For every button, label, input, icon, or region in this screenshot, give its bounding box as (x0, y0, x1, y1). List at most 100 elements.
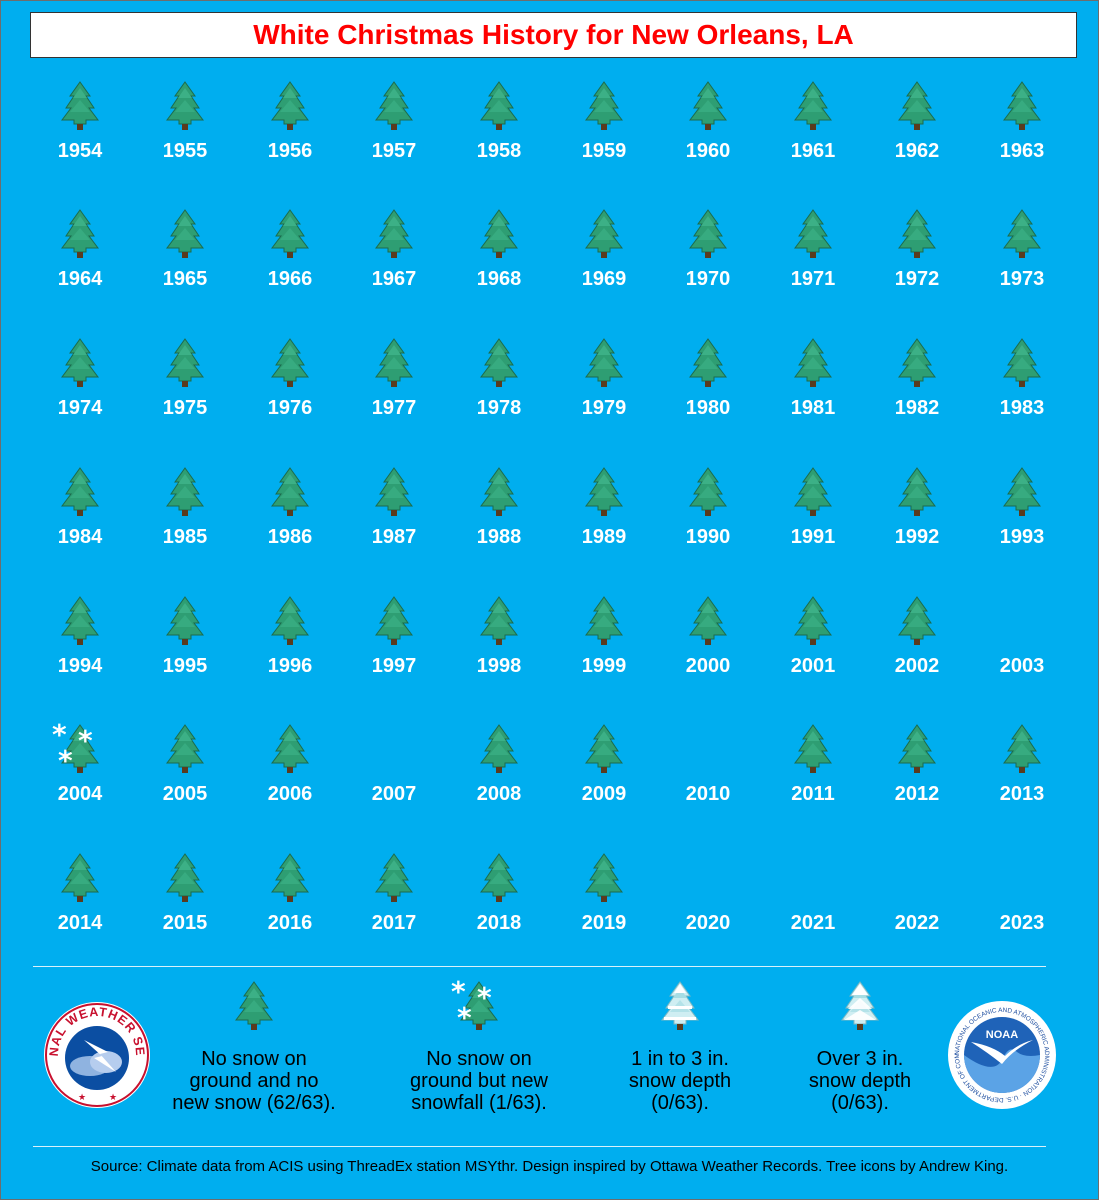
tree-icon (266, 595, 314, 649)
year-grid: 1954 1955 1956 1957 1958 1959 1960 1961 1962 1963… (32, 80, 1070, 952)
year-label: 1977 (371, 397, 417, 419)
year-cell: 2016 (242, 852, 338, 952)
year-label: 1981 (790, 397, 836, 419)
year-cell: 2003 (974, 595, 1070, 695)
year-cell: 1983 (974, 337, 1070, 437)
year-cell: 1969 (556, 208, 652, 308)
year-cell: 2002 (869, 595, 965, 695)
year-cell: 2019 (556, 852, 652, 952)
tree-icon (580, 466, 628, 520)
tree-icon (893, 80, 941, 134)
year-label: 1972 (894, 268, 940, 290)
tree-icon (580, 80, 628, 134)
year-cell: 1971 (765, 208, 861, 308)
year-label: 1956 (267, 140, 313, 162)
year-cell: 1957 (346, 80, 442, 180)
year-cell: 1984 (32, 466, 128, 566)
year-cell: 1982 (869, 337, 965, 437)
year-label: 1988 (476, 526, 522, 548)
tree-icon (161, 208, 209, 262)
year-cell: 1980 (660, 337, 756, 437)
year-label: 1976 (267, 397, 313, 419)
year-cell: 1960 (660, 80, 756, 180)
tree-icon (475, 80, 523, 134)
year-cell: 1962 (869, 80, 965, 180)
year-cell: 2005 (137, 723, 233, 823)
year-cell: 1996 (242, 595, 338, 695)
year-label: 2005 (162, 783, 208, 805)
year-cell: 1967 (346, 208, 442, 308)
year-label: 1962 (894, 140, 940, 162)
year-label: 1989 (581, 526, 627, 548)
year-cell: 1987 (346, 466, 442, 566)
tree-icon (370, 208, 418, 262)
year-label: 1968 (476, 268, 522, 290)
year-cell: 1976 (242, 337, 338, 437)
year-label: 1961 (790, 140, 836, 162)
year-label: 1983 (999, 397, 1045, 419)
legend-text: No snow on ground but new snowfall (1/63… (410, 1048, 548, 1114)
year-cell: 2012 (869, 723, 965, 823)
year-cell: 1966 (242, 208, 338, 308)
year-label: 1964 (57, 268, 103, 290)
year-cell: 1974 (32, 337, 128, 437)
year-cell: 1963 (974, 80, 1070, 180)
year-label: 2000 (685, 655, 731, 677)
year-cell: 2020 (660, 852, 756, 952)
year-label: 1970 (685, 268, 731, 290)
year-label: 1963 (999, 140, 1045, 162)
year-cell: 1991 (765, 466, 861, 566)
tree-icon (580, 595, 628, 649)
year-label: 2006 (267, 783, 313, 805)
tree-icon (370, 595, 418, 649)
year-label: 1995 (162, 655, 208, 677)
tree-icon (684, 337, 732, 391)
tree-icon (370, 337, 418, 391)
year-cell: 1985 (137, 466, 233, 566)
year-cell: 1992 (869, 466, 965, 566)
year-label: 1960 (685, 140, 731, 162)
legend-heavy-snow-tree-icon (836, 980, 884, 1034)
year-cell: 1955 (137, 80, 233, 180)
year-cell: 2011 (765, 723, 861, 823)
tree-icon (998, 208, 1046, 262)
tree-icon (370, 852, 418, 906)
year-cell: 1975 (137, 337, 233, 437)
year-label: 1993 (999, 526, 1045, 548)
year-label: 1978 (476, 397, 522, 419)
tree-icon (266, 80, 314, 134)
tree-icon (789, 208, 837, 262)
year-label: 2010 (685, 783, 731, 805)
year-cell: 1999 (556, 595, 652, 695)
tree-icon (475, 852, 523, 906)
tree-icon (266, 466, 314, 520)
tree-icon (161, 80, 209, 134)
year-cell: 1954 (32, 80, 128, 180)
tree-icon (998, 723, 1046, 777)
year-label: 2009 (581, 783, 627, 805)
year-cell: 1995 (137, 595, 233, 695)
divider-top (33, 966, 1046, 967)
title-box: White Christmas History for New Orleans,… (30, 12, 1077, 58)
tree-icon (266, 723, 314, 777)
year-cell: 2001 (765, 595, 861, 695)
year-label: 1979 (581, 397, 627, 419)
year-label: 2020 (685, 912, 731, 934)
tree-icon (266, 852, 314, 906)
tree-icon (475, 595, 523, 649)
year-label: 1967 (371, 268, 417, 290)
year-label: 1994 (57, 655, 103, 677)
year-cell: 1988 (451, 466, 547, 566)
year-label: 1999 (581, 655, 627, 677)
year-label: 1996 (267, 655, 313, 677)
year-label: 1991 (790, 526, 836, 548)
year-label: 2001 (790, 655, 836, 677)
year-label: 1974 (57, 397, 103, 419)
year-cell: 2006 (242, 723, 338, 823)
tree-icon (998, 337, 1046, 391)
year-cell: 1979 (556, 337, 652, 437)
noaa-logo-text: NOAA (986, 1029, 1018, 1041)
year-label: 2013 (999, 783, 1045, 805)
year-cell: * * * 2004 (32, 721, 128, 823)
year-label: 1975 (162, 397, 208, 419)
